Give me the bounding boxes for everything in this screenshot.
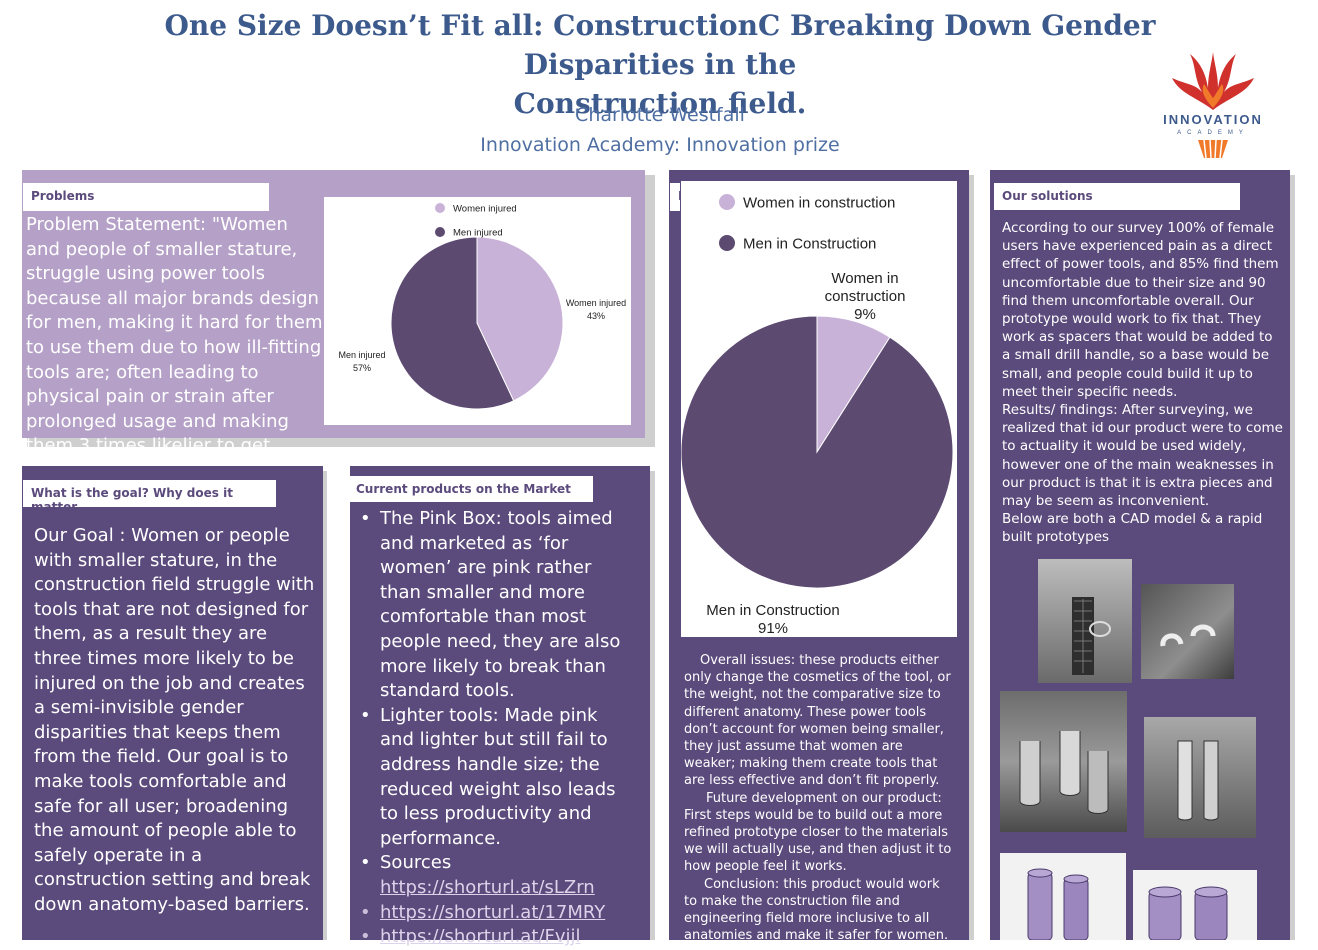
title-line-1: One Size Doesn’t Fit all: ConstructionC … xyxy=(164,9,1156,81)
data-label-0-1: construction xyxy=(825,288,906,305)
survey-results-text: According to our survey 100% of female u… xyxy=(1002,220,1279,400)
market-bullet-sources: Sources xyxy=(360,851,630,876)
injury-pie-chart: Women injured Men injured Women injured 43%… xyxy=(324,197,631,425)
pie-slice-men-in-construction xyxy=(680,315,954,589)
market-bullet-lighter-tools: Lighter tools: Made pink and lighter but… xyxy=(360,704,630,852)
goal-panel xyxy=(22,466,323,940)
problem-statement: Problem Statement: "Women and people of … xyxy=(26,214,323,481)
market-bullet-pink-box: The Pink Box: tools aimed and marketed a… xyxy=(360,507,630,704)
legend-label-1: Men in Construction xyxy=(743,235,876,252)
legend-marker-0 xyxy=(435,203,445,213)
pie-slice-women-injured xyxy=(476,236,564,402)
prototype-photo-1 xyxy=(1038,559,1132,683)
issues-heading-partial: I xyxy=(678,189,682,203)
injury-pie-svg: Women injured Men injured Women injured 43%… xyxy=(338,203,626,410)
data-label-0-0: Women in xyxy=(831,270,898,287)
source-link-1[interactable]: https://shorturl.at/sLZrn xyxy=(380,876,595,898)
innovation-academy-logo: INNOVATION ACADEMY xyxy=(1150,48,1276,166)
author-block: Charlotte Westfall Innovation Academy: I… xyxy=(440,100,880,160)
legend-label-1: Men injured xyxy=(453,227,503,238)
prototype-photo-2 xyxy=(1141,584,1234,679)
title-line-2: Construction field. xyxy=(513,87,807,120)
prototype-photo-3 xyxy=(1000,691,1127,832)
overall-issues-text: Overall issues: these products either on… xyxy=(684,653,951,789)
prototype-photo-3-image xyxy=(1019,731,1109,814)
data-label-0-2: 9% xyxy=(854,306,876,323)
prototype-photo-4-image xyxy=(1177,740,1219,821)
prototype-photo-1-image xyxy=(1072,597,1111,675)
legend-marker-1 xyxy=(435,227,445,237)
source-link-3[interactable]: https://shorturl.at/Fvjjl xyxy=(380,926,581,948)
logo-subtext: ACADEMY xyxy=(1177,130,1249,136)
market-heading: Current products on the Market xyxy=(348,476,593,502)
author-name: Charlotte Westfall xyxy=(575,104,745,126)
logo-text: INNOVATION xyxy=(1163,112,1263,127)
issues-text: Overall issues: these products either on… xyxy=(684,652,954,944)
legend-marker-0 xyxy=(719,194,735,210)
data-label-1-1: 57% xyxy=(353,363,371,373)
conclusion-text: Conclusion: this product would work to m… xyxy=(684,876,949,944)
cad-model-1 xyxy=(1000,853,1126,941)
legend-marker-1 xyxy=(719,235,735,251)
data-label-0-0: Women injured xyxy=(566,298,626,308)
affiliation: Innovation Academy: Innovation prize xyxy=(480,134,840,156)
goal-text: Our Goal : Women or people with smaller … xyxy=(34,525,315,915)
cad-model-2-image xyxy=(1148,886,1228,941)
goal-heading: What is the goal? Why does it matter xyxy=(23,480,276,514)
legend-label-0: Women in construction xyxy=(743,194,895,211)
prototype-photo-4 xyxy=(1144,717,1256,838)
data-label-1-0: Men injured xyxy=(338,350,385,360)
data-label-0-1: 43% xyxy=(587,311,605,321)
cad-model-2 xyxy=(1133,870,1257,941)
problems-heading: Problems xyxy=(23,183,269,211)
cad-note-text: Below are both a CAD model & a rapid bui… xyxy=(1002,511,1263,546)
solutions-heading: Our solutions xyxy=(994,183,1240,210)
data-label-1-1: 91% xyxy=(758,620,788,637)
future-development-text: Future development on our product: First… xyxy=(684,790,952,875)
prototype-photo-2-image xyxy=(1160,624,1216,647)
results-findings-text: Results/ findings: After surveying, we r… xyxy=(1002,402,1283,510)
pie-slice-men-injured xyxy=(390,236,515,410)
solutions-text: According to our survey 100% of female u… xyxy=(1002,219,1284,547)
source-link-2[interactable]: https://shorturl.at/17MRY xyxy=(380,901,606,923)
phoenix-logo-icon: INNOVATION ACADEMY xyxy=(1163,52,1263,159)
construction-pie-svg: Women in construction Men in Construction… xyxy=(680,194,954,637)
market-list: The Pink Box: tools aimed and marketed a… xyxy=(358,507,630,950)
cad-model-1-image xyxy=(1027,868,1089,941)
data-label-1-0: Men in Construction xyxy=(706,602,839,619)
poster-title: One Size Doesn’t Fit all: ConstructionC … xyxy=(90,6,1230,123)
legend-label-0: Women injured xyxy=(453,203,517,214)
construction-pie-chart: Women in construction Men in Construction… xyxy=(680,181,957,637)
